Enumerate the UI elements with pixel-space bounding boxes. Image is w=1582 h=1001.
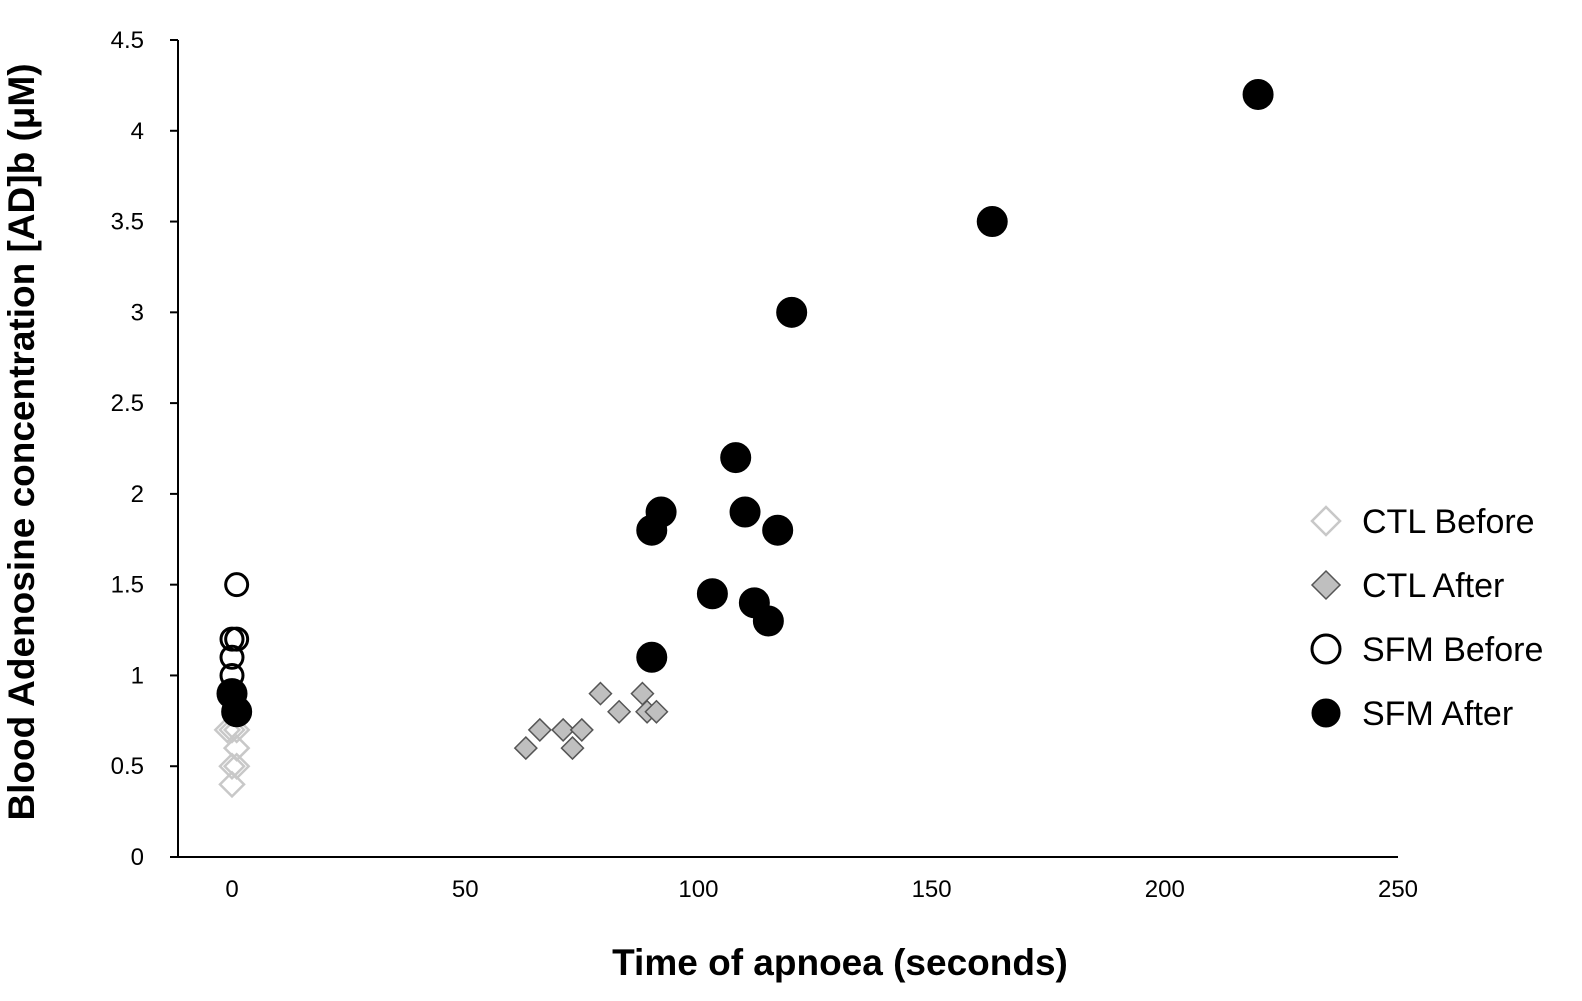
legend-label: SFM After [1362, 695, 1513, 733]
data-point [720, 442, 752, 474]
data-point [630, 681, 655, 706]
y-axis-title: Blood Adenosine concentration [AD]b (μM) [1, 63, 42, 820]
data-point [976, 206, 1008, 238]
data-point [219, 644, 245, 670]
data-point [218, 752, 246, 780]
y-tick-label: 2.5 [111, 390, 144, 417]
y-tick-label: 0 [131, 844, 144, 871]
x-tick-label: 0 [225, 876, 238, 903]
x-tick-label: 50 [452, 876, 479, 903]
legend-marker [1310, 505, 1342, 537]
data-point [218, 770, 246, 799]
data-point [569, 717, 594, 742]
x-tick-label: 100 [678, 876, 718, 903]
axes: 0 0.5 1 1.5 2 2.5 3 3.5 4 4.5 0 50 100 150 200 250 [111, 27, 1418, 903]
data-point [762, 514, 794, 546]
data-point [696, 578, 728, 610]
legend-marker [1310, 633, 1342, 665]
data-point [551, 717, 576, 742]
data-point [560, 736, 585, 761]
data-point [752, 605, 784, 637]
y-tick-label: 3.5 [111, 209, 144, 236]
y-tick-label: 2 [131, 481, 144, 508]
y-tick-label: 1.5 [111, 572, 144, 599]
data-point [224, 572, 250, 598]
data-point [607, 699, 632, 724]
x-axis-title: Time of apnoea (seconds) [612, 942, 1068, 983]
series-ctl-before [213, 697, 251, 799]
y-tick-label: 4.5 [111, 27, 144, 54]
series-ctl-after [513, 681, 669, 761]
legend-marker [1310, 569, 1342, 601]
x-tick-label: 200 [1145, 876, 1185, 903]
series-sfm-before [219, 572, 250, 688]
data-point [588, 681, 613, 706]
legend-item: CTL Before [1310, 503, 1535, 541]
data-point [636, 641, 668, 673]
legend-item: SFM Before [1310, 631, 1543, 669]
y-tick-label: 0.5 [111, 753, 144, 780]
data-point [527, 717, 552, 742]
data-point [1242, 78, 1274, 110]
data-point [729, 496, 761, 528]
x-tick-label: 250 [1378, 876, 1418, 903]
legend-item: CTL After [1310, 567, 1504, 605]
data-point [776, 296, 808, 328]
legend: CTL Before CTL After SFM Before SFM After [1310, 503, 1543, 733]
y-tick-label: 4 [131, 118, 144, 145]
data-point [644, 699, 669, 724]
data-point [221, 696, 253, 728]
x-tick-label: 150 [912, 876, 952, 903]
legend-item: SFM After [1311, 695, 1513, 733]
data-point [222, 734, 251, 762]
data-point [222, 752, 251, 780]
data-point [224, 626, 250, 652]
data-points [213, 78, 1274, 799]
y-tick-label: 1 [131, 662, 144, 689]
legend-label: CTL Before [1362, 503, 1535, 541]
data-point [513, 736, 538, 761]
legend-marker [1311, 698, 1341, 728]
data-point [645, 496, 677, 528]
data-point [222, 716, 251, 744]
series-sfm-after [216, 78, 1274, 728]
legend-label: SFM Before [1362, 631, 1543, 669]
y-tick-label: 3 [131, 299, 144, 326]
legend-label: CTL After [1362, 567, 1504, 605]
